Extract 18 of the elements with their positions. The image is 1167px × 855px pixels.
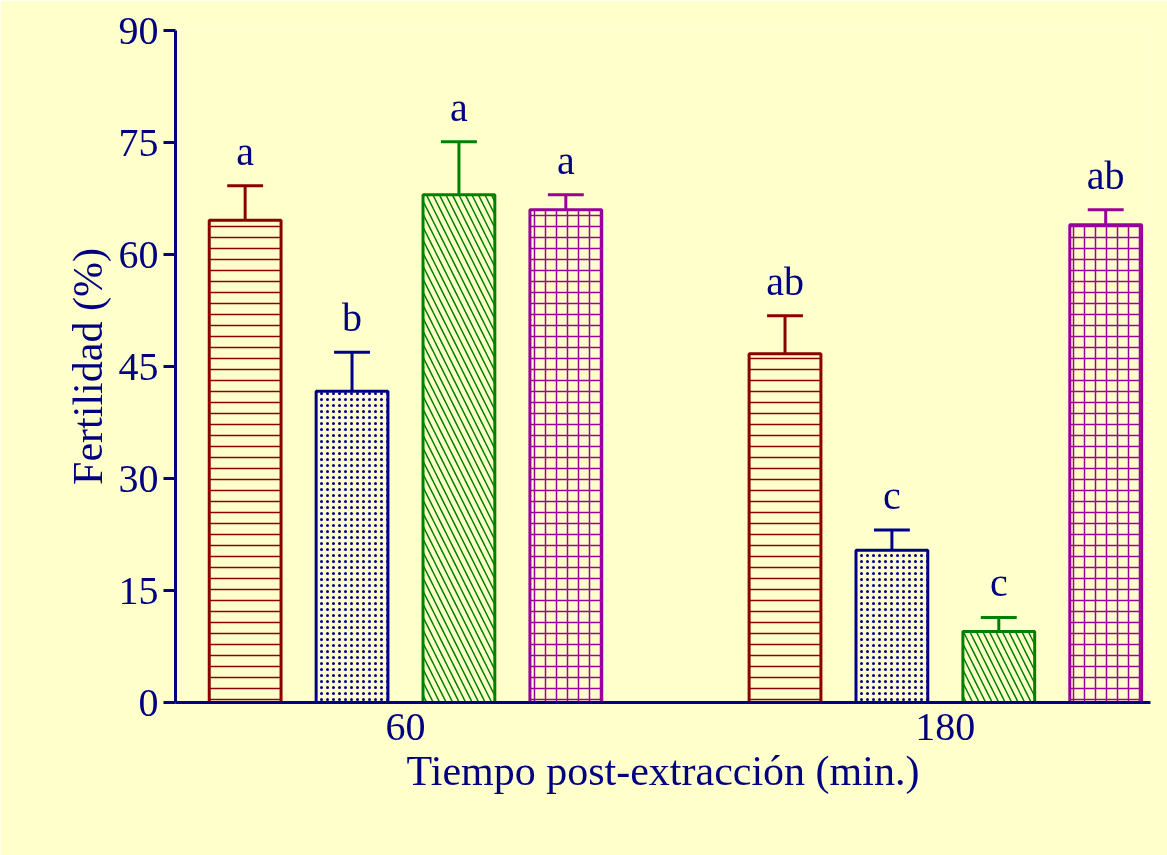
data-label: c <box>883 473 901 519</box>
data-label: b <box>342 295 363 341</box>
y-axis-title: Fertilidad (%) <box>64 248 112 485</box>
data-label: a <box>450 84 469 130</box>
y-tick-label: 90 <box>118 7 159 53</box>
y-tick-label: 15 <box>118 567 159 613</box>
y-tick-label: 0 <box>138 679 159 725</box>
y-tick-label: 60 <box>118 231 159 277</box>
y-tick-label: 30 <box>118 455 159 501</box>
y-tick-label: 45 <box>118 343 159 389</box>
x-tick-label: 180 <box>915 703 976 749</box>
y-tick-label: 75 <box>118 119 159 165</box>
data-label: c <box>989 560 1008 606</box>
data-label: a <box>236 128 255 174</box>
data-label: a <box>556 137 575 183</box>
data-label: ab <box>1086 152 1125 198</box>
data-label: ab <box>766 258 804 304</box>
x-axis-title: Tiempo post-extracción (min.) <box>406 747 920 795</box>
